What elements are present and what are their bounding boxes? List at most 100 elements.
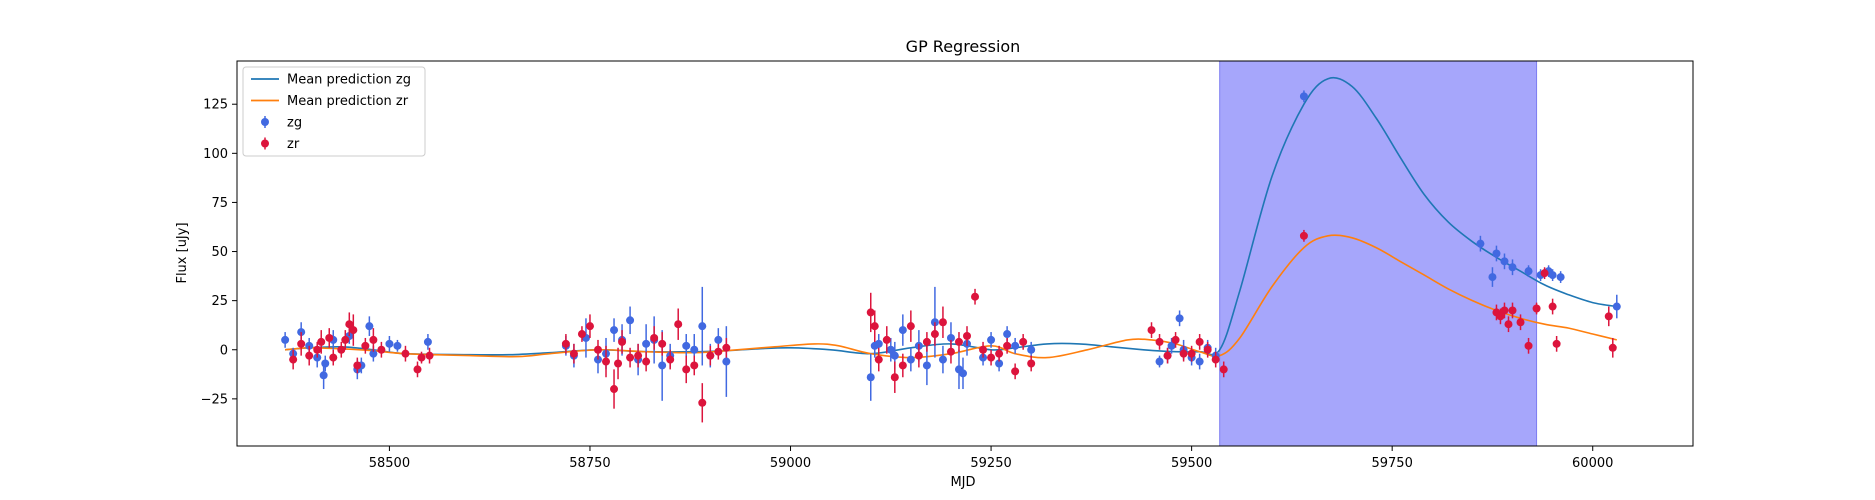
data-point-zr	[317, 337, 326, 346]
data-point-zr	[1219, 365, 1228, 374]
data-point-zg	[1492, 249, 1501, 258]
data-point-zr	[313, 345, 322, 354]
data-point-zr	[341, 335, 350, 344]
data-point-zr	[610, 385, 619, 394]
highlight-span-layer	[1219, 60, 1538, 447]
data-point-zg	[1003, 330, 1012, 339]
data-point-zr	[345, 320, 354, 329]
data-point-zr	[602, 357, 611, 366]
plot-frame	[236, 60, 1694, 447]
data-point-zg	[610, 326, 619, 335]
data-point-zg	[938, 355, 947, 364]
data-point-zr	[1211, 355, 1220, 364]
data-point-zr	[1496, 312, 1505, 321]
data-point-zr	[1604, 312, 1613, 321]
data-point-zr	[938, 318, 947, 327]
legend: Mean prediction zg Mean prediction zr zg zr	[242, 66, 426, 157]
data-point-zg	[1508, 263, 1517, 272]
data-point-zg	[1476, 239, 1485, 248]
data-point-zg	[1548, 271, 1557, 280]
data-point-zr	[890, 373, 899, 382]
data-point-zg	[369, 349, 378, 358]
y-axis-label: Flux [uJy]	[175, 222, 190, 283]
data-point-zr	[979, 345, 988, 354]
data-point-zr	[1179, 349, 1188, 358]
data-point-zr	[353, 361, 362, 370]
data-point-zg	[906, 355, 915, 364]
data-point-zr	[642, 357, 651, 366]
data-point-zg	[946, 333, 955, 342]
data-point-zr	[305, 351, 314, 360]
data-point-zr	[377, 345, 386, 354]
data-point-zr	[874, 355, 883, 364]
data-point-zr	[698, 398, 707, 407]
data-point-zr	[569, 349, 578, 358]
data-point-zr	[1608, 343, 1617, 352]
data-point-zg	[365, 322, 374, 331]
y-tick-label: 75	[211, 196, 228, 211]
data-point-zg	[1167, 341, 1176, 350]
data-point-zr	[882, 335, 891, 344]
x-axis-ticks: 58500 58750 59000 59250 59500 59750 60000	[369, 446, 1613, 471]
data-point-zr	[593, 345, 602, 354]
data-point-zr	[906, 322, 915, 331]
data-point-zr	[1011, 367, 1020, 376]
data-point-zg	[642, 339, 651, 348]
prediction-line-0	[285, 76, 1617, 356]
chart-title: GP Regression	[906, 37, 1021, 56]
prediction-lines-layer	[285, 76, 1617, 359]
y-tick-label: −25	[201, 392, 228, 407]
data-point-zg	[698, 322, 707, 331]
data-point-zr	[1003, 341, 1012, 350]
data-point-zr	[1155, 337, 1164, 346]
data-point-zr	[1548, 302, 1557, 311]
data-point-zr	[585, 322, 594, 331]
data-point-zg	[922, 361, 931, 370]
data-point-zr	[971, 292, 980, 301]
data-point-zg	[1011, 341, 1020, 350]
data-point-zr	[946, 347, 955, 356]
data-point-zr	[337, 345, 346, 354]
data-point-zg	[319, 371, 328, 380]
data-point-zg	[393, 341, 402, 350]
y-tick-label: 25	[211, 294, 228, 309]
data-point-zr	[1163, 351, 1172, 360]
data-point-zr	[1504, 320, 1513, 329]
data-point-zr	[870, 322, 879, 331]
data-point-zr	[325, 333, 334, 342]
data-point-zr	[349, 326, 358, 335]
data-point-zg	[995, 359, 1004, 368]
data-point-zr	[1540, 269, 1549, 278]
data-point-zr	[1508, 306, 1517, 315]
x-tick-label: 59000	[770, 456, 811, 471]
data-point-zr	[922, 337, 931, 346]
data-point-zr	[626, 353, 635, 362]
x-tick-label: 59500	[1171, 456, 1212, 471]
data-point-zg	[1299, 92, 1308, 101]
x-axis-label: MJD	[950, 475, 975, 490]
data-point-zr	[425, 351, 434, 360]
data-point-zg	[626, 316, 635, 325]
data-point-zr	[401, 349, 410, 358]
legend-label: zr	[287, 137, 300, 152]
data-point-zg	[281, 335, 290, 344]
data-point-zr	[866, 308, 875, 317]
data-points-layer	[281, 90, 1621, 423]
data-point-zr	[1187, 349, 1196, 358]
data-point-zr	[413, 365, 422, 374]
data-point-zr	[361, 341, 370, 350]
data-point-zr	[898, 361, 907, 370]
data-point-zr	[417, 353, 426, 362]
data-point-zg	[1556, 273, 1565, 282]
data-point-zg	[987, 335, 996, 344]
data-point-zr	[914, 351, 923, 360]
data-point-zg	[722, 357, 731, 366]
data-point-zr	[369, 335, 378, 344]
data-point-zr	[577, 330, 586, 339]
data-point-zg	[874, 339, 883, 348]
data-point-zr	[1516, 318, 1525, 327]
legend-box	[242, 66, 426, 157]
data-point-zg	[898, 326, 907, 335]
data-point-zg	[1155, 357, 1164, 366]
data-point-zr	[706, 351, 715, 360]
